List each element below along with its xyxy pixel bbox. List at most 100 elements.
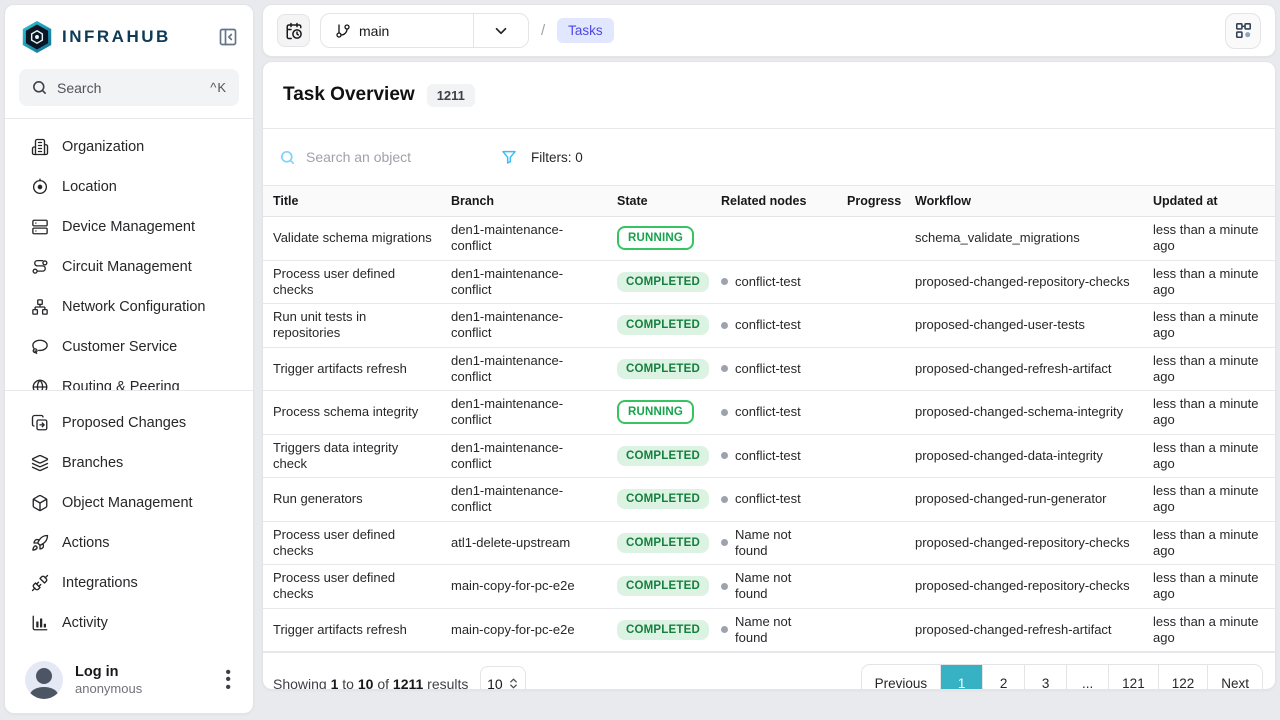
diff-copy-icon [31,414,49,432]
table-row[interactable]: Process user defined checks atl1-delete-u… [263,521,1275,565]
sidebar-item-branches[interactable]: Branches [5,443,253,483]
object-search[interactable] [279,149,489,166]
login-label[interactable]: Log in [75,663,119,680]
user-menu-kebab-icon[interactable]: • • • [225,664,231,696]
filters-toggle[interactable]: Filters: 0 [501,149,583,165]
sidebar-search[interactable]: ^K [19,69,239,106]
cell-progress [839,260,907,304]
layers-icon [31,454,49,472]
cell-state: COMPLETED [609,347,713,391]
sidebar-item-actions[interactable]: Actions [5,523,253,563]
sidebar-item-location[interactable]: Location [5,167,253,207]
page-size-select[interactable]: 10 [480,665,527,689]
sidebar-menu-main: Proposed Changes Branches Object Managemen… [5,403,253,643]
cell-updated-at: less than a minute ago [1145,347,1275,391]
cell-workflow: proposed-changed-run-generator [907,477,1145,522]
page-button-3[interactable]: 3 [1024,665,1067,689]
sidebar-item-label: Location [62,179,117,195]
cell-updated-at: less than a minute ago [1145,608,1275,652]
page-button-2[interactable]: 2 [982,665,1025,689]
sidebar-item-routing-peering[interactable]: Routing & Peering [5,367,253,390]
table-row[interactable]: Run generators den1-maintenance-conflict C… [263,477,1275,522]
sidebar-item-organization[interactable]: Organization [5,127,253,167]
time-travel-button[interactable] [277,14,310,47]
sidebar-item-activity[interactable]: Activity [5,603,253,643]
table-row[interactable]: Process user defined checks den1-maintena… [263,260,1275,304]
breadcrumb-separator: / [541,22,546,39]
cell-progress [839,608,907,652]
sidebar-item-device-management[interactable]: Device Management [5,207,253,247]
node-dot-icon [721,278,728,286]
sidebar: INFRAHUB ^K Organization Location Device M… [4,4,254,714]
column-header-related-nodes: Related nodes [713,185,839,217]
breadcrumb-tasks[interactable]: Tasks [557,18,614,43]
filter-funnel-icon [502,150,516,164]
sidebar-item-customer-service[interactable]: Customer Service [5,327,253,367]
related-node-label: Name not found [735,570,792,602]
cell-updated-at: less than a minute ago [1145,260,1275,304]
cell-related-nodes: Name not found [713,564,839,609]
sidebar-item-label: Network Configuration [62,299,206,315]
sidebar-item-proposed-changes[interactable]: Proposed Changes [5,403,253,443]
related-node-label: conflict-test [735,447,801,463]
branch-selector[interactable]: main [320,13,529,48]
node-dot-icon [721,408,728,416]
table-row[interactable]: Process schema integrity den1-maintenance… [263,390,1275,435]
related-node-label: Name not found [735,613,792,645]
page-button-1[interactable]: 1 [940,665,983,689]
state-badge: COMPLETED [617,576,709,597]
schema-visualizer-button[interactable] [1225,12,1261,49]
cell-title: Trigger artifacts refresh [263,608,443,652]
node-dot-icon [721,452,728,460]
cell-updated-at: less than a minute ago [1145,303,1275,348]
cell-title: Run unit tests in repositories [263,303,443,348]
task-count-badge: 1211 [426,83,475,107]
sidebar-item-label: Actions [62,535,110,551]
cell-related-nodes: conflict-test [713,260,839,304]
node-dot-icon [721,626,728,634]
sidebar-item-object-management[interactable]: Object Management [5,483,253,523]
sidebar-item-integrations[interactable]: Integrations [5,563,253,603]
cell-title: Trigger artifacts refresh [263,347,443,391]
cell-state: RUNNING [609,216,713,261]
user-subtitle: anonymous [75,680,143,696]
page-button-next[interactable]: Next [1207,665,1262,689]
table-row[interactable]: Trigger artifacts refresh den1-maintenanc… [263,347,1275,391]
cell-branch: main-copy-for-pc-e2e [443,564,609,609]
user-row[interactable]: Log in anonymous • • • [5,651,253,703]
state-badge: COMPLETED [617,489,709,510]
search-icon [31,79,48,96]
cell-title: Process schema integrity [263,390,443,435]
page-button-ellipsis[interactable]: ... [1066,665,1109,689]
cell-workflow: proposed-changed-repository-checks [907,564,1145,609]
cell-progress [839,564,907,609]
page-button-122[interactable]: 122 [1157,665,1208,689]
building-icon [31,138,49,156]
object-search-input[interactable] [306,149,489,165]
sidebar-item-label: Device Management [62,219,195,235]
logo-row: INFRAHUB [5,17,253,57]
branch-dropdown-toggle[interactable] [473,14,528,47]
table-row[interactable]: Trigger artifacts refresh main-copy-for-p… [263,608,1275,652]
table-row[interactable]: Validate schema migrations den1-maintenan… [263,216,1275,261]
search-input[interactable] [57,79,202,96]
column-header-title: Title [263,185,443,217]
cell-related-nodes [713,216,839,261]
page-button-previous[interactable]: Previous [861,665,941,689]
related-node-label: conflict-test [735,404,801,420]
route-icon [31,258,49,276]
cell-related-nodes: Name not found [713,521,839,565]
sidebar-item-network-configuration[interactable]: Network Configuration [5,287,253,327]
cell-state: RUNNING [609,390,713,435]
state-badge: RUNNING [617,400,695,425]
cell-branch: den1-maintenance-conflict [443,260,609,304]
sidebar-collapse-icon[interactable] [217,26,239,48]
table-row[interactable]: Process user defined checks main-copy-for… [263,564,1275,609]
page-button-121[interactable]: 121 [1108,665,1158,689]
cell-related-nodes: conflict-test [713,477,839,522]
table-row[interactable]: Triggers data integrity check den1-mainte… [263,434,1275,478]
table-row[interactable]: Run unit tests in repositories den1-maint… [263,303,1275,348]
sidebar-item-circuit-management[interactable]: Circuit Management [5,247,253,287]
sidebar-menu-schema: Organization Location Device Management Cir… [5,118,253,391]
column-header-branch: Branch [443,185,609,217]
